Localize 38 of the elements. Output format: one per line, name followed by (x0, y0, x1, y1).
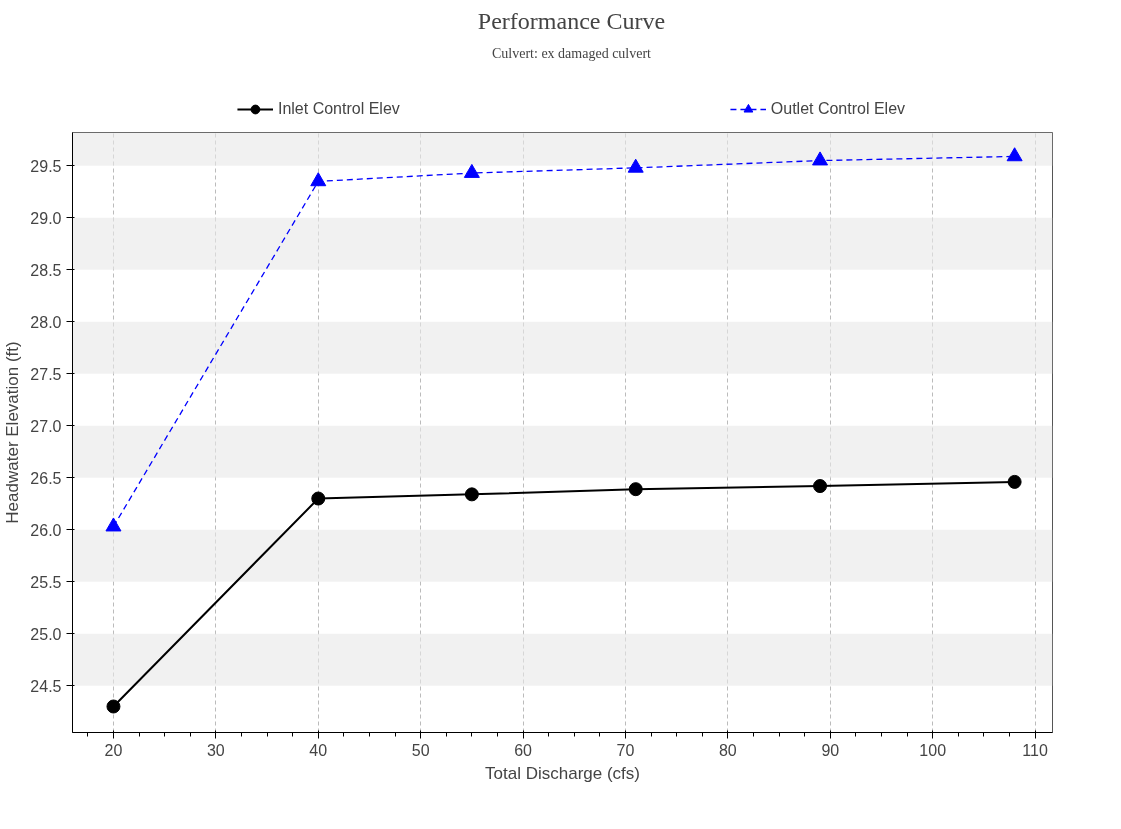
point (812, 151, 829, 166)
x-tick-label: 50 (411, 741, 430, 759)
point (106, 699, 121, 714)
point (1007, 474, 1022, 489)
point (464, 487, 479, 502)
y-tick-label: 28.0 (30, 313, 62, 331)
x-tick-label: 20 (104, 741, 123, 759)
y-tick-label: 25.0 (30, 625, 62, 643)
x-tick-label: 40 (309, 741, 328, 759)
y-tick-label: 28.5 (30, 261, 62, 279)
y-tick-label: 27.5 (30, 365, 62, 383)
point (628, 482, 643, 497)
legend-label: Inlet Control Elev (277, 100, 400, 118)
chart-subtitle: Culvert: ex damaged culvert (492, 45, 652, 61)
y-tick-label: 26.0 (30, 521, 62, 539)
x-tick-label: 90 (821, 741, 840, 759)
chart-title: Performance Curve (477, 7, 666, 34)
y-tick-label: 29.0 (30, 209, 62, 227)
point (627, 158, 644, 173)
x-tick-label: 70 (616, 741, 635, 759)
point (310, 172, 327, 187)
x-tick-label: 110 (1022, 741, 1048, 759)
x-tick-label: 30 (206, 741, 225, 759)
y-axis-title: Headwater Elevation (ft) (3, 341, 23, 524)
legend-label: Outlet Control Elev (770, 100, 906, 118)
point (463, 163, 480, 178)
x-tick-label: 80 (718, 741, 737, 759)
point (813, 479, 828, 494)
y-tick-label: 27.0 (30, 417, 62, 435)
point (1006, 147, 1023, 162)
y-tick-label: 29.5 (30, 157, 62, 175)
y-tick-label: 25.5 (30, 573, 62, 591)
x-tick-label: 60 (514, 741, 533, 759)
point (311, 491, 326, 506)
y-tick-label: 26.5 (30, 469, 62, 487)
x-tick-label: 100 (919, 741, 947, 759)
x-axis-title: Total Discharge (cfs) (485, 763, 640, 783)
y-tick-label: 24.5 (30, 677, 62, 695)
